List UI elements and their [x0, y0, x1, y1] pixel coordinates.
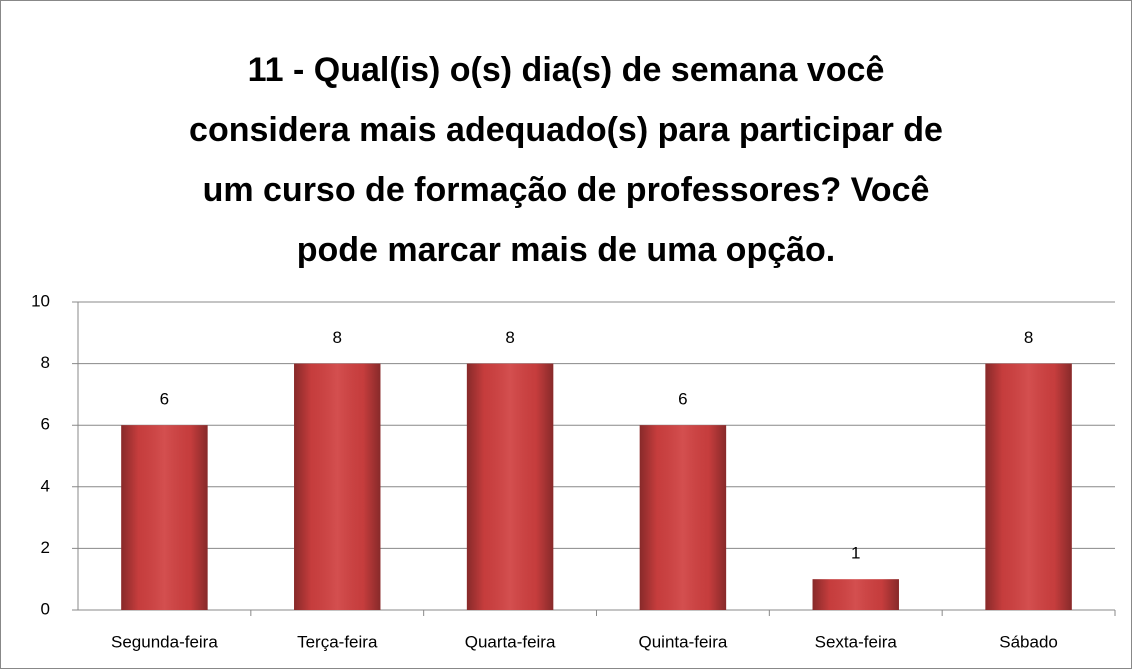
x-tick-label: Terça-feira — [297, 632, 378, 651]
data-label: 6 — [678, 390, 687, 409]
y-tick-label: 8 — [41, 353, 50, 372]
y-tick-label: 6 — [41, 415, 50, 434]
data-label: 1 — [851, 544, 860, 563]
bar-shade — [294, 363, 381, 610]
bar-shade — [812, 579, 899, 610]
data-label: 8 — [333, 328, 342, 347]
x-tick-label: Segunda-feira — [111, 632, 218, 651]
chart-title: 11 - Qual(is) o(s) dia(s) de semana você… — [189, 51, 943, 269]
y-tick-label: 0 — [41, 599, 50, 618]
x-tick-label: Quarta-feira — [465, 632, 556, 651]
x-tick-label: Sexta-feira — [815, 632, 898, 651]
x-tick-label: Sábado — [999, 632, 1058, 651]
y-tick-label: 4 — [41, 476, 50, 495]
bar-shade — [639, 425, 727, 610]
data-label: 8 — [505, 328, 514, 347]
bar-shade — [121, 425, 208, 610]
bar-shade — [466, 363, 554, 610]
bar-shade — [985, 363, 1072, 610]
y-tick-label: 10 — [31, 291, 50, 310]
x-tick-label: Quinta-feira — [639, 632, 728, 651]
data-label: 6 — [160, 390, 169, 409]
y-tick-label: 2 — [41, 538, 50, 557]
data-label: 8 — [1024, 328, 1033, 347]
